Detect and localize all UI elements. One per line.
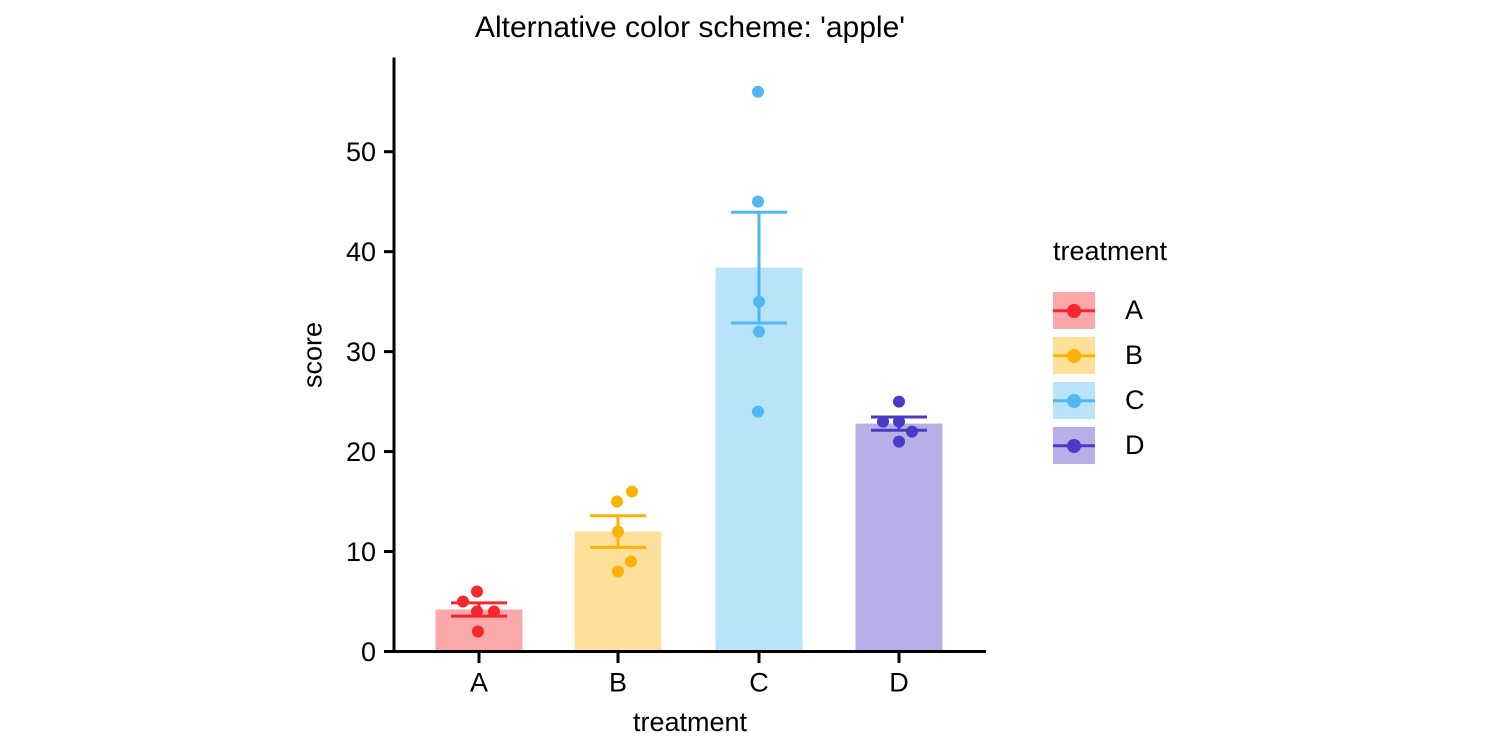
legend-label-D: D <box>1125 430 1145 460</box>
point-A-3 <box>471 605 483 618</box>
point-B-1 <box>626 485 638 498</box>
point-A-2 <box>457 595 469 608</box>
point-D-4 <box>906 425 918 438</box>
legend-title: treatment <box>1053 236 1168 266</box>
legend-label-A: A <box>1125 295 1144 325</box>
legend-label-C: C <box>1125 385 1145 415</box>
legend-item-B: B <box>1053 337 1167 374</box>
point-D-3 <box>893 415 905 428</box>
legend-key-dot-A <box>1067 303 1081 318</box>
chart-title: Alternative color scheme: 'apple' <box>474 11 905 44</box>
bar-B <box>574 531 662 652</box>
y-tick-label-50: 50 <box>346 137 376 167</box>
point-C-5 <box>752 405 764 418</box>
point-B-4 <box>625 555 637 568</box>
legend-key-dot-C <box>1067 393 1081 408</box>
bar-C <box>715 267 803 652</box>
point-B-3 <box>612 525 624 538</box>
point-A-1 <box>471 585 483 598</box>
point-A-4 <box>488 605 500 618</box>
legend-item-A: A <box>1053 292 1167 329</box>
point-C-3 <box>753 295 765 308</box>
point-D-5 <box>893 435 905 448</box>
y-axis-title: score <box>297 321 328 389</box>
x-tick-label-A: A <box>470 668 488 698</box>
point-C-4 <box>753 325 765 338</box>
y-tick-label-10: 10 <box>346 537 376 567</box>
x-axis-title: treatment <box>632 707 748 737</box>
y-tick-label-20: 20 <box>346 437 376 467</box>
y-tick-label-30: 30 <box>346 337 376 367</box>
point-B-5 <box>612 565 624 578</box>
legend-key-dot-B <box>1067 348 1081 363</box>
legend-label-B: B <box>1125 340 1144 370</box>
bar-D <box>855 423 943 652</box>
legend-key-D <box>1053 427 1095 464</box>
point-C-1 <box>752 85 764 98</box>
point-C-2 <box>752 195 764 208</box>
legend-key-B <box>1053 337 1095 374</box>
y-tick-label-0: 0 <box>361 637 376 667</box>
point-D-2 <box>877 415 889 428</box>
point-A-5 <box>472 625 484 638</box>
legend-key-A <box>1053 292 1095 329</box>
point-B-2 <box>611 495 623 508</box>
legend-item-C: C <box>1053 382 1167 419</box>
x-tick-label-D: D <box>889 668 909 698</box>
legend-item-D: D <box>1053 427 1167 464</box>
point-D-1 <box>893 395 905 408</box>
y-tick-label-40: 40 <box>346 237 376 267</box>
x-tick-label-B: B <box>609 668 627 698</box>
x-tick-label-C: C <box>749 668 769 698</box>
legend-key-C <box>1053 382 1095 419</box>
legend-key-dot-D <box>1067 438 1081 453</box>
